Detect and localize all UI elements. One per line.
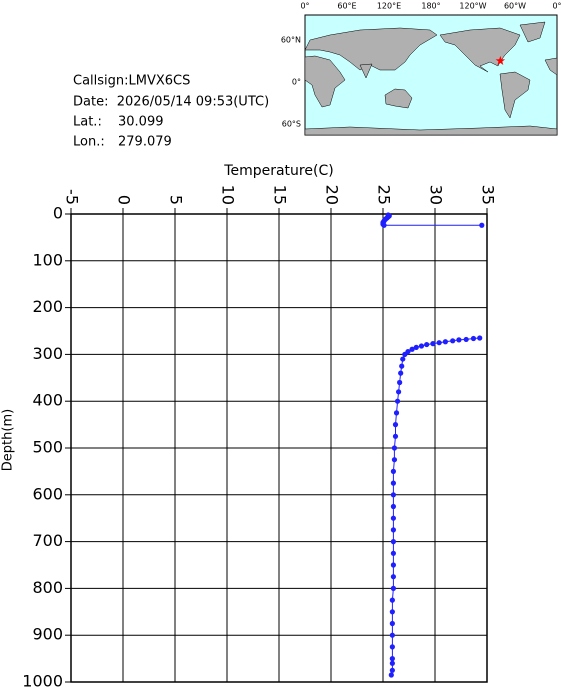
profile-point — [389, 656, 395, 662]
profile-point — [390, 562, 396, 568]
y-tick-label: 300 — [32, 344, 63, 363]
profile-point — [390, 539, 396, 545]
map-lon-label: 60°E — [337, 2, 356, 11]
land — [304, 55, 346, 108]
profile-point — [388, 672, 394, 678]
date: Date: 2026/05/14 09:53(UTC) — [73, 95, 269, 110]
map-lon-label: 60°W — [504, 2, 526, 11]
y-tick-label: 800 — [32, 578, 63, 597]
x-tick-label: 10 — [219, 185, 238, 205]
profile-point — [390, 527, 396, 533]
profile-point — [389, 667, 395, 673]
y-tick-label: 200 — [32, 297, 63, 316]
profile-point — [390, 468, 396, 474]
profile-point — [399, 363, 405, 369]
land — [304, 125, 558, 136]
x-tick-label: 30 — [427, 185, 446, 205]
profile-point — [390, 550, 396, 556]
profile-point — [389, 597, 395, 603]
map-lon-label: 120°W — [459, 2, 486, 11]
land — [359, 63, 373, 79]
x-tick-label: 20 — [323, 185, 342, 205]
land — [384, 88, 413, 109]
profile-point — [391, 457, 398, 463]
profile-point — [390, 515, 396, 521]
y-tick-label: 900 — [32, 625, 63, 644]
y-tick-label: 0 — [53, 204, 63, 223]
profile-point — [393, 410, 400, 416]
land — [544, 57, 558, 76]
profile-point — [391, 445, 398, 451]
lon-label: Lon.: — [73, 135, 105, 150]
map-lat-label: 60°S — [282, 120, 301, 129]
profile-point — [413, 344, 419, 350]
y-tick-label: 600 — [32, 484, 63, 503]
profile-point — [390, 492, 396, 498]
map-lat-label: 60°N — [281, 36, 301, 45]
profile-point — [418, 343, 425, 349]
x-tick-label: -5 — [63, 189, 82, 205]
x-tick-label: 25 — [375, 185, 394, 205]
profile-point — [389, 609, 395, 615]
y-axis-label: Depth(m) — [1, 409, 16, 471]
x-tick-label: 15 — [271, 185, 290, 205]
map-lat-label: 0° — [292, 78, 301, 87]
profile-point — [450, 338, 456, 344]
profile-point — [397, 379, 403, 386]
lon-value: 279.079 — [118, 135, 172, 150]
map-lon-label: 0° — [552, 2, 561, 11]
profile-point — [389, 660, 395, 666]
profile-point — [479, 222, 485, 228]
y-tick-label: 100 — [32, 250, 63, 269]
profile-point — [390, 480, 396, 486]
profile-point — [424, 341, 430, 348]
callsign: Callsign:LMVX6CS — [73, 74, 190, 89]
land — [499, 71, 531, 119]
land — [519, 21, 546, 43]
profile-point — [477, 335, 483, 341]
y-tick-label: 400 — [32, 391, 63, 410]
profile-point — [396, 389, 402, 395]
x-tick-label: 35 — [479, 185, 498, 205]
profile-point — [470, 335, 477, 342]
profile-point — [381, 222, 387, 228]
station-marker — [495, 55, 506, 65]
x-tick-label: 0 — [115, 195, 134, 205]
profile-point — [409, 346, 415, 352]
profile-point — [390, 574, 396, 580]
profile-point — [436, 340, 442, 346]
y-tick-label: 500 — [32, 438, 63, 457]
lat-value: 30.099 — [118, 115, 164, 130]
map-lon-label: 120°E — [377, 2, 401, 11]
profile-point — [389, 632, 395, 638]
profile-point — [392, 422, 399, 428]
profile-point — [389, 644, 395, 650]
profile-point — [394, 398, 401, 404]
profile-point — [430, 341, 436, 347]
profile-point — [463, 336, 469, 343]
profile-point — [390, 503, 396, 510]
profile-line — [382, 214, 482, 676]
profile-point — [398, 370, 404, 376]
y-tick-label: 1000 — [22, 672, 63, 690]
x-axis-label: Temperature(C) — [223, 163, 333, 179]
profile-point — [456, 337, 462, 343]
profile-point — [390, 585, 396, 592]
profile-point — [402, 351, 408, 357]
profile-point — [442, 339, 448, 345]
world-map — [304, 14, 558, 136]
profile-point — [400, 356, 406, 362]
x-tick-label: 5 — [167, 195, 186, 205]
profile-point — [389, 620, 395, 627]
profile-point — [392, 433, 399, 439]
map-lon-label: 0° — [300, 2, 309, 11]
map-lon-label: 180° — [421, 2, 440, 11]
y-tick-label: 700 — [32, 531, 63, 550]
land — [304, 27, 438, 71]
lat-label: Lat.: — [73, 115, 102, 130]
